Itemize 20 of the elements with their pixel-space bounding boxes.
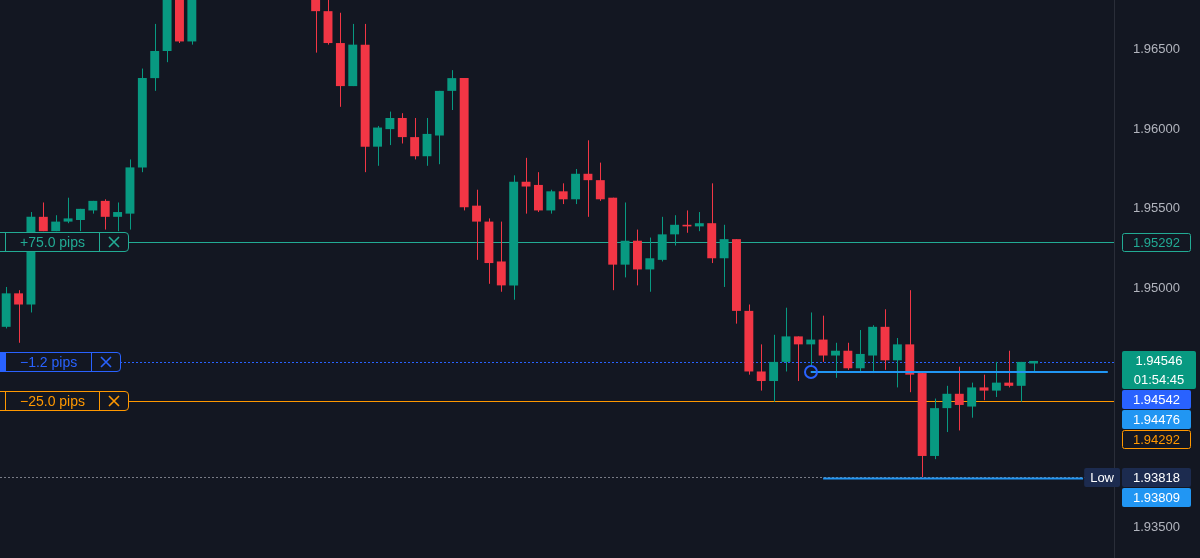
ref-line-label: −1.2 pips xyxy=(6,352,93,371)
y-tick-label: 1.93500 xyxy=(1133,519,1180,535)
label-box: −25.0 pips xyxy=(0,391,129,412)
text: 1.94546 xyxy=(1135,353,1183,369)
ref-line-label: +75.0 pips xyxy=(6,233,100,251)
text: 1.93818 xyxy=(1133,470,1180,486)
y-tick-label: 1.95000 xyxy=(1133,280,1180,296)
ref-line-label: −25.0 pips xyxy=(6,392,100,411)
text: 1.94292 xyxy=(1133,432,1180,448)
text: 01:54:45 xyxy=(1133,372,1185,388)
text: 1.94542 xyxy=(1133,392,1180,408)
y-tick-label: 1.95500 xyxy=(1133,200,1180,216)
text: 1.94476 xyxy=(1133,412,1180,428)
label-box: +75.0 pips xyxy=(0,232,129,252)
y-tick-label: 1.96500 xyxy=(1133,41,1180,56)
label-box: −1.2 pips xyxy=(0,351,122,372)
annotation: Low xyxy=(1090,470,1115,486)
y-tick-label: 1.96000 xyxy=(1133,120,1180,136)
text: 1.93809 xyxy=(1133,490,1180,506)
text: 1.95292 xyxy=(1133,235,1180,251)
